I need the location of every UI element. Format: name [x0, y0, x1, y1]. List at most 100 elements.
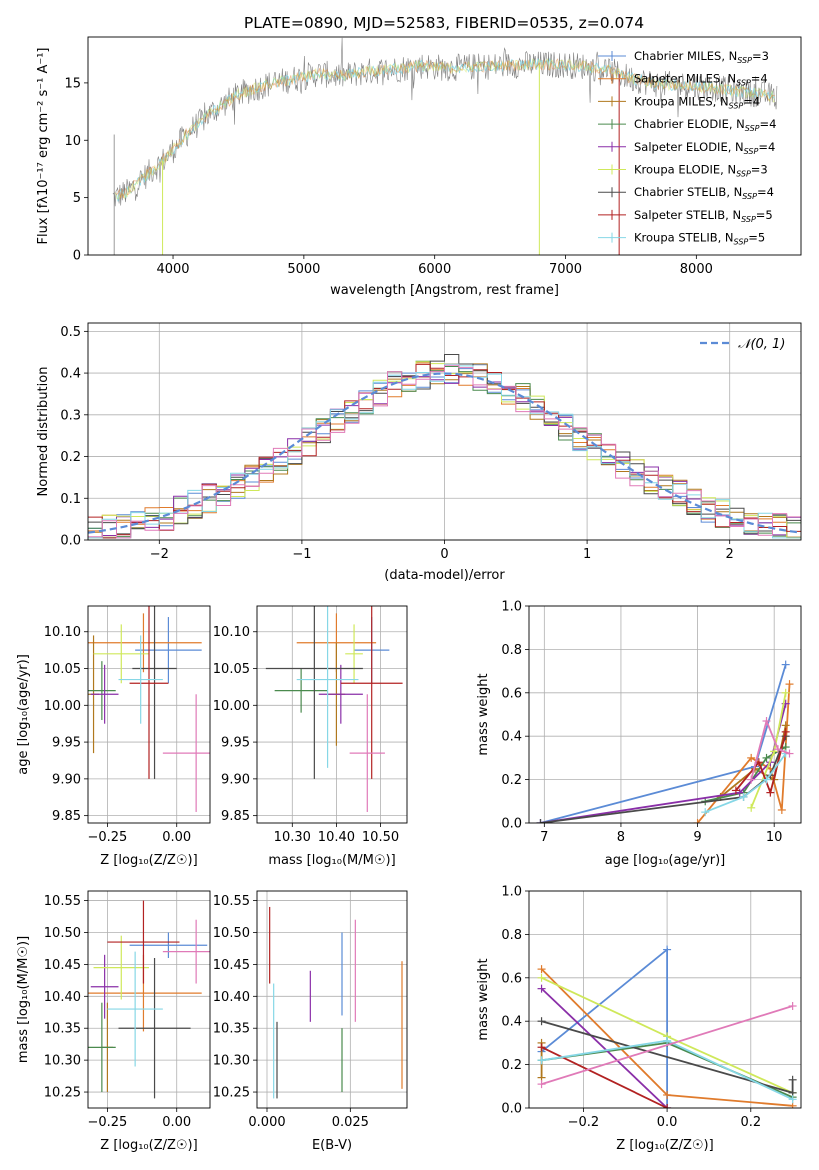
legend-label: Kroupa MILES, NSSP=4 — [634, 94, 760, 110]
y-tick-label: 10.00 — [44, 699, 81, 714]
x-tick-label: 9 — [693, 830, 701, 845]
y-tick-label: 0.3 — [60, 408, 81, 423]
x-axis-label: E(B-V) — [312, 1138, 352, 1153]
y-tick-label: 1.0 — [501, 885, 522, 900]
model-spectrum-line — [115, 58, 775, 199]
x-tick-label: 8000 — [680, 262, 713, 277]
x-tick-label: 0.2 — [740, 1115, 761, 1130]
axes-frame — [87, 36, 802, 256]
x-tick-label: 0.00 — [162, 1115, 191, 1130]
y-tick-label: 10.30 — [213, 1054, 250, 1069]
x-axis-label: mass [log₁₀(M/M☉)] — [268, 853, 395, 868]
x-tick-label: −2 — [150, 547, 169, 562]
y-tick-label: 10.10 — [44, 625, 81, 640]
x-tick-label: 7 — [540, 830, 548, 845]
figure-title: PLATE=0890, MJD=52583, FIBERID=0535, z=0… — [244, 14, 644, 32]
y-tick-label: 0.5 — [60, 325, 81, 340]
axes-frame — [528, 890, 802, 1109]
x-tick-label: 7000 — [549, 262, 582, 277]
x-tick-label: −0.2 — [568, 1115, 600, 1130]
mass-weight-line — [735, 731, 787, 796]
x-tick-label: 5000 — [287, 262, 320, 277]
y-tick-label: 10.50 — [213, 926, 250, 941]
y-tick-label: 0.2 — [501, 1058, 522, 1073]
x-axis-label: age [log₁₀(age/yr)] — [605, 853, 726, 868]
x-tick-label: 10.30 — [274, 830, 311, 845]
legend-label: 𝒩(0, 1) — [738, 337, 785, 352]
y-tick-label: 9.85 — [52, 809, 81, 824]
y-tick-label: 1.0 — [501, 600, 522, 615]
x-axis-label: Z [log₁₀(Z/Z☉)] — [100, 1138, 197, 1153]
y-axis-label: Flux [fλ10⁻¹⁷ erg cm⁻² s⁻¹ A⁻¹] — [36, 48, 51, 245]
residual-histogram — [88, 364, 801, 539]
x-tick-label: 0.025 — [332, 1115, 369, 1130]
x-tick-label: −0.25 — [87, 1115, 127, 1130]
gaussian-curve — [88, 372, 801, 534]
y-tick-label: 0.0 — [501, 817, 522, 832]
y-tick-label: 10.35 — [44, 1022, 81, 1037]
plot-area — [536, 660, 794, 823]
x-axis-label: Z [log₁₀(Z/Z☉)] — [100, 853, 197, 868]
x-tick-label: 6000 — [418, 262, 451, 277]
x-tick-label: 2 — [726, 547, 734, 562]
y-tick-label: 9.90 — [52, 772, 81, 787]
y-tick-label: 0.0 — [60, 534, 81, 549]
y-axis-label: Normed distribution — [36, 367, 51, 497]
y-tick-label: 10.50 — [44, 926, 81, 941]
y-tick-label: 10.05 — [213, 662, 250, 677]
x-tick-label: 0.00 — [162, 830, 191, 845]
y-tick-label: 0.2 — [501, 773, 522, 788]
x-tick-label: 0 — [440, 547, 448, 562]
y-tick-label: 0.4 — [501, 730, 522, 745]
y-tick-label: 10.40 — [213, 990, 250, 1005]
y-tick-label: 10.55 — [213, 894, 250, 909]
y-tick-label: 10.25 — [213, 1086, 250, 1101]
y-tick-label: 9.95 — [52, 736, 81, 751]
y-tick-label: 10.40 — [44, 990, 81, 1005]
x-tick-label: 0.0 — [657, 1115, 678, 1130]
y-tick-label: 0.8 — [501, 643, 522, 658]
y-axis-label: age [log₁₀(age/yr)] — [16, 654, 31, 775]
y-tick-label: 0.6 — [501, 686, 522, 701]
x-axis-label: wavelength [Angstrom, rest frame] — [330, 283, 559, 298]
x-tick-label: −1 — [292, 547, 311, 562]
legend-label: Salpeter MILES, NSSP=4 — [634, 72, 768, 88]
y-tick-label: 0.1 — [60, 492, 81, 507]
y-tick-label: 9.85 — [221, 809, 250, 824]
x-axis-label: (data-model)/error — [384, 568, 505, 583]
axes-frame — [256, 605, 408, 824]
y-tick-label: 15 — [64, 76, 81, 91]
y-tick-label: 10.55 — [44, 894, 81, 909]
y-tick-label: 0.2 — [60, 450, 81, 465]
y-tick-label: 10.10 — [213, 625, 250, 640]
plot-area — [112, 37, 778, 255]
y-tick-label: 10.00 — [213, 699, 250, 714]
axes-frame — [87, 890, 211, 1109]
mass-weight-line — [704, 753, 787, 813]
plot-area — [537, 945, 797, 1108]
legend-label: Chabrier STELIB, NSSP=4 — [634, 185, 774, 201]
legend-label: Kroupa ELODIE, NSSP=3 — [634, 163, 768, 179]
x-axis-label: Z [log₁₀(Z/Z☉)] — [616, 1138, 713, 1153]
y-tick-label: 10 — [64, 134, 81, 149]
x-tick-label: 10.40 — [318, 830, 355, 845]
y-tick-label: 0 — [73, 249, 81, 264]
y-tick-label: 0.4 — [60, 367, 81, 382]
y-tick-label: 0.0 — [501, 1102, 522, 1117]
plot-area — [88, 900, 210, 1099]
y-tick-label: 9.90 — [221, 772, 250, 787]
y-tick-label: 5 — [73, 191, 81, 206]
mass-weight-line — [541, 1005, 793, 1085]
mass-weight-line — [705, 746, 787, 803]
legend-label: Chabrier ELODIE, NSSP=4 — [634, 117, 776, 133]
axes-frame — [87, 605, 211, 824]
x-tick-label: 4000 — [156, 262, 189, 277]
y-axis-label: mass weight — [476, 958, 491, 1040]
y-tick-label: 10.05 — [44, 662, 81, 677]
plot-area — [269, 906, 403, 1099]
y-tick-label: 9.95 — [221, 736, 250, 751]
y-tick-label: 0.4 — [501, 1015, 522, 1030]
mass-weight-line — [540, 987, 668, 1108]
